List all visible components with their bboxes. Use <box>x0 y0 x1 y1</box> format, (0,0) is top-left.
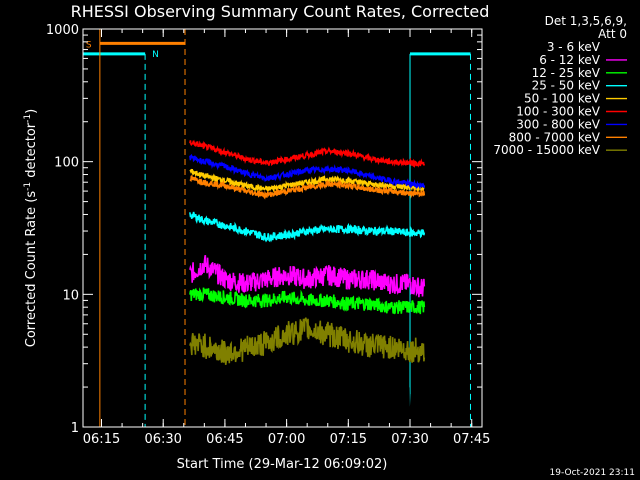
y-tick-label-2: 100 <box>54 156 79 171</box>
legend-label-6: 300 - 800 keV <box>516 117 600 131</box>
legend-label-0: 3 - 6 keV <box>547 40 601 54</box>
legend-header-detectors: Det 1,3,5,6,9, <box>545 14 627 28</box>
legend-header-attenuator: Att 0 <box>598 27 627 41</box>
legend-label-3: 25 - 50 keV <box>532 79 601 93</box>
x-tick-label-3: 07:00 <box>268 432 305 447</box>
series-line-300-800kev <box>189 153 426 190</box>
x-tick-label-4: 07:15 <box>330 432 367 447</box>
series-line-100-300kev <box>189 139 426 169</box>
night-label: N <box>152 50 159 60</box>
x-tick-label-1: 06:30 <box>144 432 181 447</box>
legend-label-5: 100 - 300 keV <box>516 105 600 119</box>
plot-frame <box>82 28 483 428</box>
legend-label-8: 7000 - 15000 keV <box>493 143 600 157</box>
legend-label-2: 12 - 25 keV <box>532 66 601 80</box>
y-tick-label-3: 1000 <box>46 23 79 38</box>
x-axis-label: Start Time (29-Mar-12 06:09:02) <box>177 457 388 472</box>
series-line-12-25kev <box>189 287 426 315</box>
series-line-50-100kev <box>189 168 425 194</box>
series-line-7000-15000kev <box>189 317 426 366</box>
series-line-25-50kev <box>189 211 426 243</box>
series-line-6-12kev <box>189 254 426 298</box>
x-tick-label-5: 07:30 <box>391 432 428 447</box>
y-tick-label-0: 1 <box>71 421 79 436</box>
saa-label: S <box>86 40 92 50</box>
x-tick-label-2: 06:45 <box>206 432 243 447</box>
plot-timestamp: 19-Oct-2021 23:11 <box>550 468 635 478</box>
orbit-overlays: SN <box>83 29 471 427</box>
series-layer <box>189 139 426 427</box>
legend-label-1: 6 - 12 keV <box>539 53 601 67</box>
x-tick-label-6: 07:45 <box>453 432 490 447</box>
axis-ticks: 06:15 06:30 06:45 07:00 07:15 07:30 07:45 1 10 10… <box>46 23 491 447</box>
chart-title: RHESSI Observing Summary Count Rates, Co… <box>71 2 490 21</box>
x-tick-label-0: 06:15 <box>83 432 120 447</box>
series-line-800-7000kev <box>189 174 426 200</box>
y-axis-label: Corrected Count Rate (s-1 detector-1) <box>23 109 39 347</box>
legend-label-4: 50 - 100 keV <box>524 92 601 106</box>
legend-label-7: 800 - 7000 keV <box>509 130 601 144</box>
y-tick-label-1: 10 <box>62 288 79 303</box>
